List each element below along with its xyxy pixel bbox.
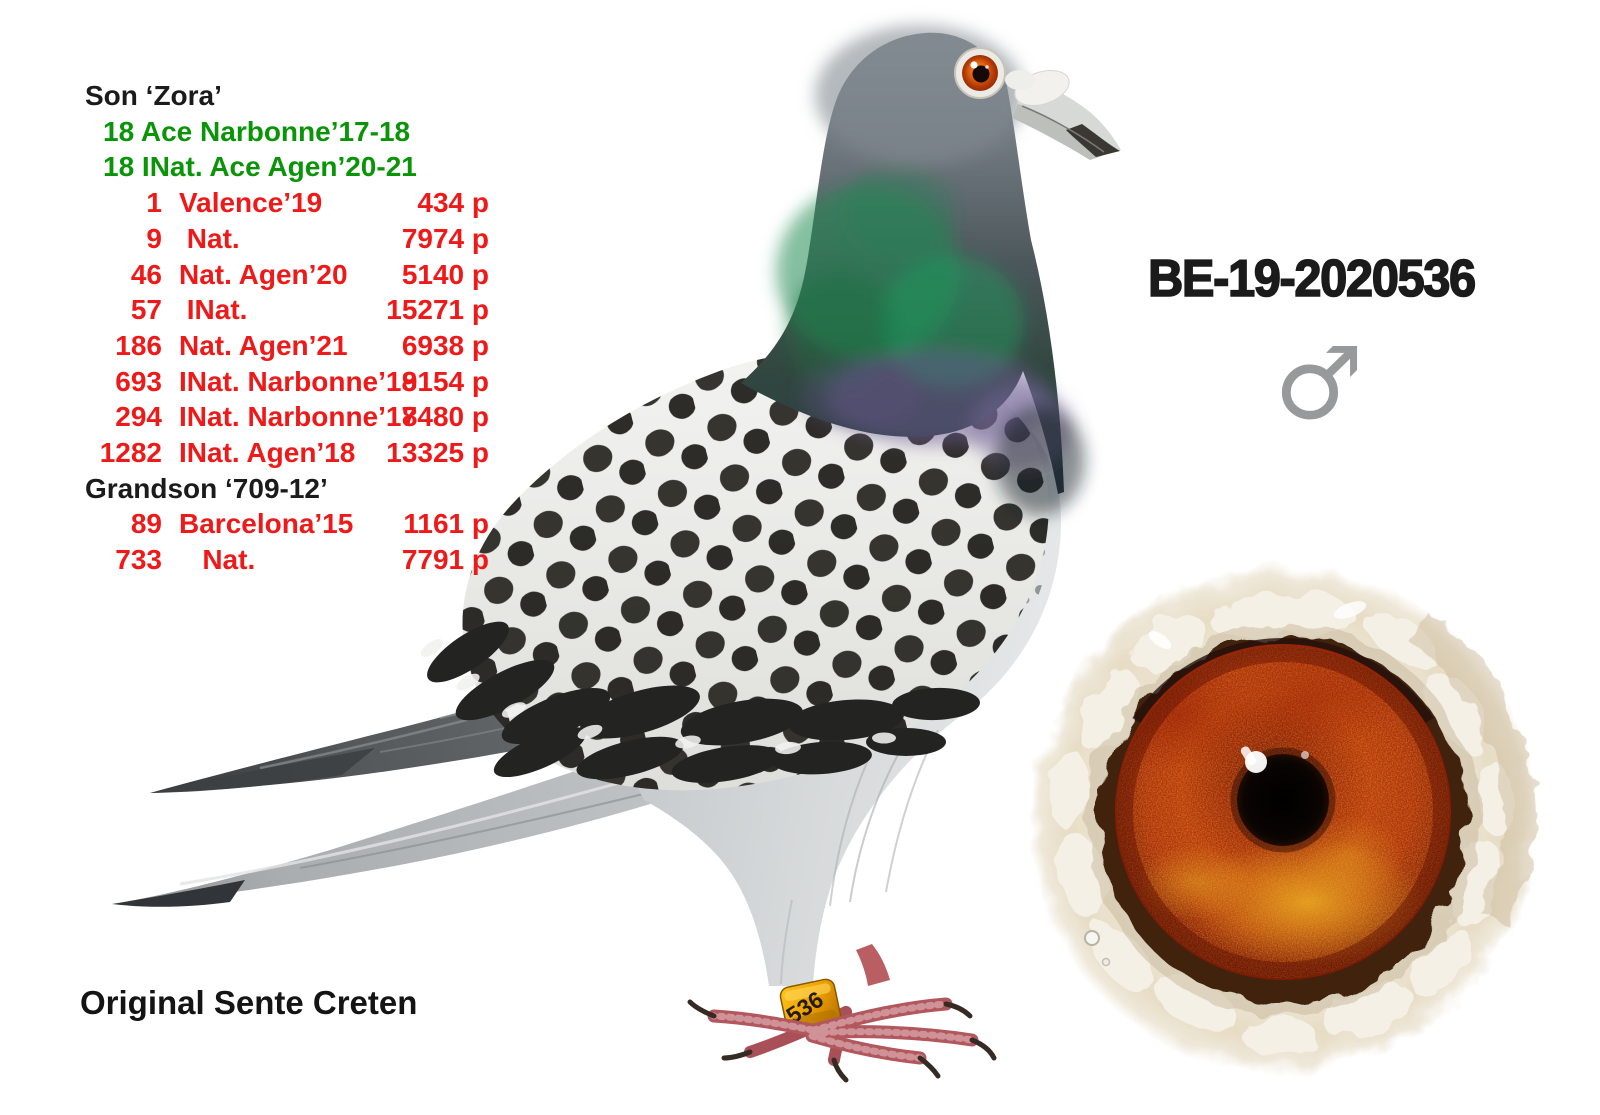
result-birds: 8480 p	[401, 401, 489, 433]
ring-number: BE-19-2020536	[1147, 249, 1477, 309]
white-feather-tips	[420, 639, 896, 755]
result-place: 294	[115, 401, 162, 433]
result-birds: 7974 p	[401, 222, 489, 254]
result-place: 57	[130, 294, 162, 326]
result-birds: 5140 p	[401, 258, 489, 290]
result-row: 57 INat. 15271 p	[80, 292, 489, 328]
result-birds: 15271 p	[386, 294, 489, 326]
neck-iridescence	[776, 25, 1085, 515]
wing-covert-bars	[420, 621, 980, 783]
result-place: 733	[115, 544, 162, 576]
checker-pattern	[462, 350, 1049, 791]
result-race: INat. Agen’18	[179, 437, 356, 469]
pedigree-title: Son ‘Zora’	[85, 80, 222, 111]
result-place: 89	[130, 508, 162, 540]
result-row: 294 INat. Narbonne’17 8480 p	[80, 399, 489, 435]
result-birds: 6938 p	[401, 329, 489, 361]
pupil	[1237, 754, 1329, 846]
result-row: 46 Nat. Agen’20 5140 p	[80, 257, 489, 293]
result-birds: 9154 p	[401, 365, 489, 397]
pedigree-subtitle: Grandson ‘709-12’	[85, 472, 328, 504]
result-race: Nat.	[179, 544, 256, 576]
result-row: 9 Nat. 7974 p	[80, 221, 489, 257]
beak	[1005, 69, 1121, 160]
result-race: Nat. Agen’21	[179, 329, 348, 361]
foot-scales	[710, 1000, 976, 1062]
loft-credit: Original Sente Creten	[80, 984, 418, 1021]
result-row: 89 Barcelona’15 1161 p	[80, 506, 489, 542]
legs-and-feet: 536	[687, 944, 997, 1083]
result-race: Barcelona’15	[179, 508, 354, 540]
result-row: 1282 INat. Agen’18 13325 p	[80, 435, 489, 471]
pigeon: 536	[112, 25, 1121, 1083]
result-row: 693 INat. Narbonne’18 9154 p	[80, 364, 489, 400]
claws	[687, 999, 997, 1083]
result-place: 46	[130, 258, 162, 290]
result-place: 9	[146, 222, 162, 254]
result-birds: 434 p	[417, 187, 489, 219]
result-race: INat. Narbonne’17	[179, 401, 418, 433]
eye-closeup	[1029, 566, 1537, 1074]
result-place: 1	[146, 187, 162, 219]
result-birds: 1161 p	[403, 508, 489, 540]
pedigree-block: Son ‘Zora’ 18 Ace Narbonne’17-18 18 INat…	[80, 64, 489, 578]
water-droplet	[1084, 930, 1100, 946]
wing-shield	[462, 350, 1049, 791]
result-race: Valence’19	[179, 187, 323, 219]
result-place: 693	[115, 365, 162, 397]
result-birds: 13325 p	[386, 437, 489, 469]
result-place: 1282	[99, 437, 162, 469]
result-birds: 7791 p	[401, 544, 489, 576]
honor-line: 18 Ace Narbonne’17-18	[103, 115, 411, 147]
male-sex-icon: ♂	[1274, 325, 1364, 442]
pigeon-eye	[954, 47, 1006, 99]
result-race: Nat. Agen’20	[179, 258, 348, 290]
neck-and-head	[741, 25, 1121, 515]
eye-highlights	[1148, 601, 1367, 773]
result-place: 186	[115, 329, 162, 361]
result-race: Nat.	[179, 222, 240, 254]
honor-line: 18 INat. Ace Agen’20-21	[103, 151, 417, 183]
result-row: 733 Nat. 7791 p	[80, 542, 489, 578]
result-row: 1 Valence’19 434 p	[80, 185, 489, 221]
result-race: INat.	[179, 294, 248, 326]
result-row: 186 Nat. Agen’21 6938 p	[80, 328, 489, 364]
result-race: INat. Narbonne’18	[179, 365, 418, 397]
